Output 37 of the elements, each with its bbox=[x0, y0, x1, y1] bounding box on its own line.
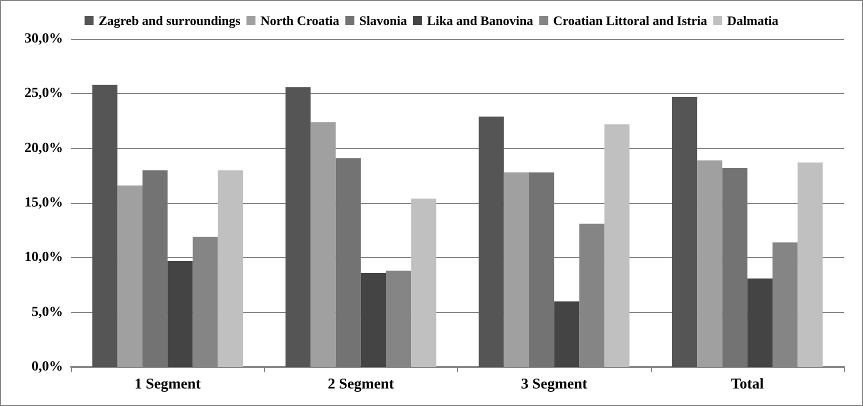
bar bbox=[529, 172, 554, 367]
bar bbox=[117, 186, 143, 367]
legend-label: Lika and Banovina bbox=[426, 13, 534, 28]
y-tick-label: 5,0% bbox=[32, 304, 63, 320]
bar bbox=[604, 124, 630, 367]
y-tick-label: 20,0% bbox=[24, 140, 63, 156]
bar bbox=[798, 162, 823, 367]
y-tick-label: 25,0% bbox=[24, 86, 63, 102]
bar bbox=[672, 96, 698, 367]
bar bbox=[336, 158, 361, 367]
legend-label: North Croatia bbox=[260, 13, 340, 28]
x-tick-label: Total bbox=[730, 376, 764, 392]
bar bbox=[360, 272, 386, 367]
bar bbox=[504, 172, 529, 367]
x-tick-label: 3 Segment bbox=[521, 376, 588, 392]
bar bbox=[697, 160, 722, 367]
x-tick-label: 2 Segment bbox=[328, 376, 394, 392]
y-tick-label: 0,0% bbox=[32, 360, 63, 374]
x-tick-label: 1 Segment bbox=[134, 376, 201, 392]
legend-label: Croatian Littoral and Istria bbox=[553, 13, 708, 28]
bar bbox=[218, 170, 243, 367]
bar bbox=[554, 301, 580, 367]
bar bbox=[722, 168, 748, 367]
bar bbox=[142, 170, 168, 367]
bar bbox=[92, 84, 118, 367]
legend-label: Dalmatia bbox=[727, 13, 779, 28]
y-tick-label: 10,0% bbox=[24, 250, 63, 266]
bar bbox=[478, 116, 504, 367]
legend-label: Slavonia bbox=[359, 13, 408, 28]
legend-label: Zagreb and surroundings bbox=[98, 13, 240, 28]
bar bbox=[310, 122, 336, 367]
bar bbox=[286, 87, 311, 367]
bar bbox=[168, 260, 193, 367]
bar bbox=[411, 198, 436, 367]
bar bbox=[747, 278, 772, 367]
y-tick-label: 30,0% bbox=[24, 32, 63, 46]
y-tick-label: 15,0% bbox=[24, 196, 63, 210]
